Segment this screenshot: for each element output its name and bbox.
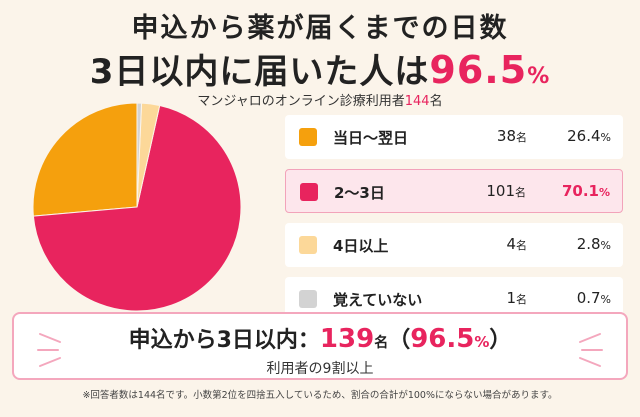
- legend-count: 1名: [506, 289, 527, 307]
- legend-row-four-plus: 4日以上 4名 2.8%: [285, 223, 623, 267]
- swatch-four-plus: [299, 236, 317, 254]
- headline-unit: %: [527, 64, 551, 89]
- summary-pct: 96.5: [410, 324, 475, 354]
- slice-dont-remember: [136, 102, 143, 208]
- subtitle-unit: 名: [429, 94, 443, 109]
- chart-subtitle: マンジャロのオンライン診療利用者144名: [0, 90, 640, 109]
- legend-count: 4名: [506, 235, 527, 253]
- footnote: ※回答者数は144名です。小数第2位を四捨五入しているため、割合の合計が100%…: [82, 390, 558, 401]
- decor-lines-right: [579, 333, 603, 367]
- summary-headline: 申込から3日以内：139名（96.5%）: [128, 324, 512, 354]
- legend-pct: 2.8%: [576, 235, 611, 253]
- summary-count: 139: [319, 324, 375, 354]
- swatch-same-next-day: [299, 128, 317, 146]
- legend-row-same-next-day: 当日〜翌日 38名 26.4%: [285, 115, 623, 159]
- headline-prefix: 3日以内に届いた人は: [89, 52, 430, 92]
- decor-lines-left: [37, 333, 61, 367]
- legend-count: 38名: [496, 127, 527, 145]
- legend-pct: 0.7%: [576, 289, 611, 307]
- slice-same-next-day: [32, 102, 138, 217]
- chart-headline: 3日以内に届いた人は96.5%: [0, 44, 640, 93]
- subtitle-text: マンジャロのオンライン診療利用者: [197, 94, 405, 109]
- legend-count: 101名: [486, 182, 526, 200]
- pie-chart: [32, 102, 242, 312]
- legend-label: 当日〜翌日: [333, 129, 409, 147]
- summary-subtext: 利用者の9割以上: [266, 361, 374, 377]
- legend-label: 覚えていない: [333, 291, 423, 309]
- legend-pct: 26.4%: [567, 127, 611, 145]
- legend-label: 2〜3日: [334, 184, 385, 202]
- swatch-dont-remember: [299, 290, 317, 308]
- chart-title: 申込から薬が届くまでの日数: [131, 13, 509, 44]
- legend-row-two-three-days: 2〜3日 101名 70.1%: [285, 169, 623, 213]
- summary-box: 申込から3日以内：139名（96.5%） 利用者の9割以上: [12, 312, 628, 380]
- legend-pct: 70.1%: [561, 182, 610, 200]
- swatch-two-three-days: [300, 183, 318, 201]
- legend: 当日〜翌日 38名 26.4% 2〜3日 101名 70.1% 4日以上 4名 …: [285, 115, 623, 331]
- subtitle-count: 144: [404, 94, 430, 109]
- headline-value: 96.5: [429, 48, 528, 92]
- slice-two-three-days: [32, 104, 242, 312]
- legend-label: 4日以上: [333, 237, 389, 255]
